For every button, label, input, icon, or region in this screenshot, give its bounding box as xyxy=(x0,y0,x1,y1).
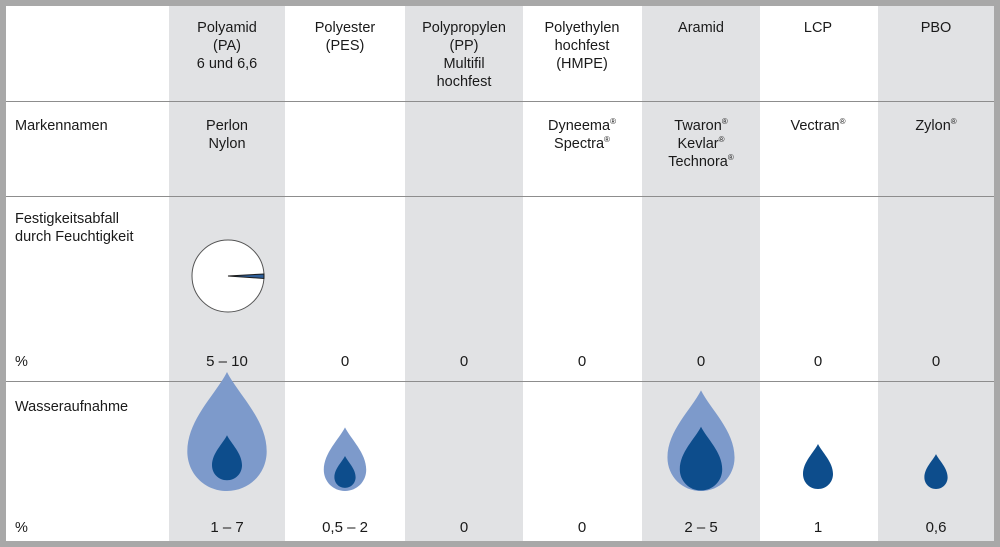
registered-mark: ® xyxy=(604,135,610,145)
text-line: Markennamen xyxy=(15,118,108,134)
row-label-wasseraufnahme: Wasseraufnahme xyxy=(15,398,128,416)
brand-cell-pbo: Zylon® xyxy=(878,117,994,135)
row-label-festigkeitsabfall: Festigkeitsabfall durch Feuchtigkeit xyxy=(15,210,133,246)
text-line: durch Feuchtigkeit xyxy=(15,229,134,245)
brand-name-text: Twaron xyxy=(674,118,722,134)
row-unit-strength: % xyxy=(15,354,28,370)
text-line: Multifil xyxy=(443,56,485,72)
text-line: Wasseraufnahme xyxy=(15,399,129,415)
registered-mark: ® xyxy=(721,117,728,127)
water-value-pbo: 0,6 xyxy=(925,519,947,536)
header-col-lcp: LCP xyxy=(760,19,876,37)
text-line: 6 und 6,6 xyxy=(196,56,258,72)
brand-name: Spectra® xyxy=(524,135,640,153)
row-label-markennamen: Markennamen xyxy=(15,117,108,135)
water-value-aramid: 2 – 5 xyxy=(684,519,718,536)
brand-name-text: Spectra xyxy=(554,136,605,152)
header-col-aramid: Aramid xyxy=(642,19,760,37)
rule-below-header xyxy=(6,101,994,102)
header-col-polyamid: Polyamid (PA) 6 und 6,6 xyxy=(169,19,285,73)
brand-cell-polyethylen: Dyneema® Spectra® xyxy=(524,117,640,153)
brand-name-text: Zylon xyxy=(915,118,951,134)
text-line: hochfest xyxy=(554,38,610,54)
shade-col-pbo xyxy=(878,6,994,541)
water-value-polyester: 0,5 – 2 xyxy=(322,519,368,536)
water-value-polyethylen: 0 xyxy=(577,519,587,536)
brand-name: Perlon xyxy=(169,117,285,135)
strength-value-pbo: 0 xyxy=(931,353,941,370)
brand-name: Kevlar® xyxy=(642,135,760,153)
text-line: Aramid xyxy=(678,20,724,36)
text-line: PBO xyxy=(920,20,952,36)
pie-slice-strength-loss xyxy=(227,273,265,280)
text-line: (PP) xyxy=(449,38,479,54)
text-line: Polypropylen xyxy=(422,20,506,36)
row-unit-water: % xyxy=(15,520,28,536)
brand-name-text: Perlon xyxy=(206,118,248,134)
rule-below-strength xyxy=(6,381,994,382)
text-line: LCP xyxy=(803,20,833,36)
brand-name: Technora® xyxy=(642,153,760,171)
inner-drop-polyamid xyxy=(212,435,242,481)
strength-value-polyamid: 5 – 10 xyxy=(206,353,248,370)
brand-name-text: Technora xyxy=(668,154,728,170)
drops-canvas xyxy=(187,371,948,491)
text-line: (HMPE) xyxy=(556,56,608,72)
strength-loss-pie-chart xyxy=(191,239,265,313)
header-col-polypropylen: Polypropylen (PP) Multifil hochfest xyxy=(405,19,523,91)
text-line: Polyester xyxy=(314,20,376,36)
water-value-lcp: 1 xyxy=(813,519,823,536)
rule-below-brands xyxy=(6,196,994,197)
brand-name: Twaron® xyxy=(642,117,760,135)
water-value-polyamid: 1 – 7 xyxy=(210,519,244,536)
brand-name-text: Kevlar xyxy=(677,136,719,152)
text-line: hochfest xyxy=(436,74,492,90)
header-col-pbo: PBO xyxy=(878,19,994,37)
inner-drop-polyester xyxy=(334,455,356,488)
registered-mark: ® xyxy=(839,117,846,127)
registered-mark: ® xyxy=(610,117,616,127)
text-line: Polyamid xyxy=(197,20,257,36)
text-line: Festigkeitsabfall xyxy=(15,211,119,227)
water-value-polypropylen: 0 xyxy=(459,519,469,536)
brand-name: Dyneema® xyxy=(524,117,640,135)
registered-mark: ® xyxy=(950,117,957,127)
strength-value-lcp: 0 xyxy=(813,353,823,370)
text-line: (PES) xyxy=(325,38,365,54)
brand-name-text: Dyneema xyxy=(548,118,611,134)
registered-mark: ® xyxy=(727,153,734,163)
strength-value-aramid: 0 xyxy=(696,353,706,370)
text-line: (PA) xyxy=(213,38,241,54)
inner-drop-aramid xyxy=(679,426,723,491)
strength-value-polyester: 0 xyxy=(340,353,350,370)
inner-drop-pbo xyxy=(924,454,948,489)
brand-name: Vectran® xyxy=(760,117,876,135)
brand-name-text: Nylon xyxy=(208,136,246,152)
brand-cell-aramid: Twaron® Kevlar® Technora® xyxy=(642,117,760,171)
strength-value-polyethylen: 0 xyxy=(577,353,587,370)
header-col-polyester: Polyester (PES) xyxy=(287,19,403,55)
inner-drop-lcp xyxy=(803,444,833,489)
brand-name-text: Vectran xyxy=(790,118,840,134)
strength-value-polypropylen: 0 xyxy=(459,353,469,370)
registered-mark: ® xyxy=(718,135,725,145)
brand-name: Zylon® xyxy=(878,117,994,135)
text-line: Polyethylen xyxy=(544,20,620,36)
header-col-polyethylen: Polyethylen hochfest (HMPE) xyxy=(524,19,640,73)
fiber-comparison-table: Polyamid (PA) 6 und 6,6 Polyester (PES) Pol… xyxy=(6,6,994,541)
brand-cell-lcp: Vectran® xyxy=(760,117,876,135)
outer-drop-polyamid xyxy=(187,371,267,491)
shade-col-polypropylen xyxy=(405,6,523,541)
brand-cell-polyamid: Perlon Nylon xyxy=(169,117,285,153)
brand-name: Nylon xyxy=(169,135,285,153)
